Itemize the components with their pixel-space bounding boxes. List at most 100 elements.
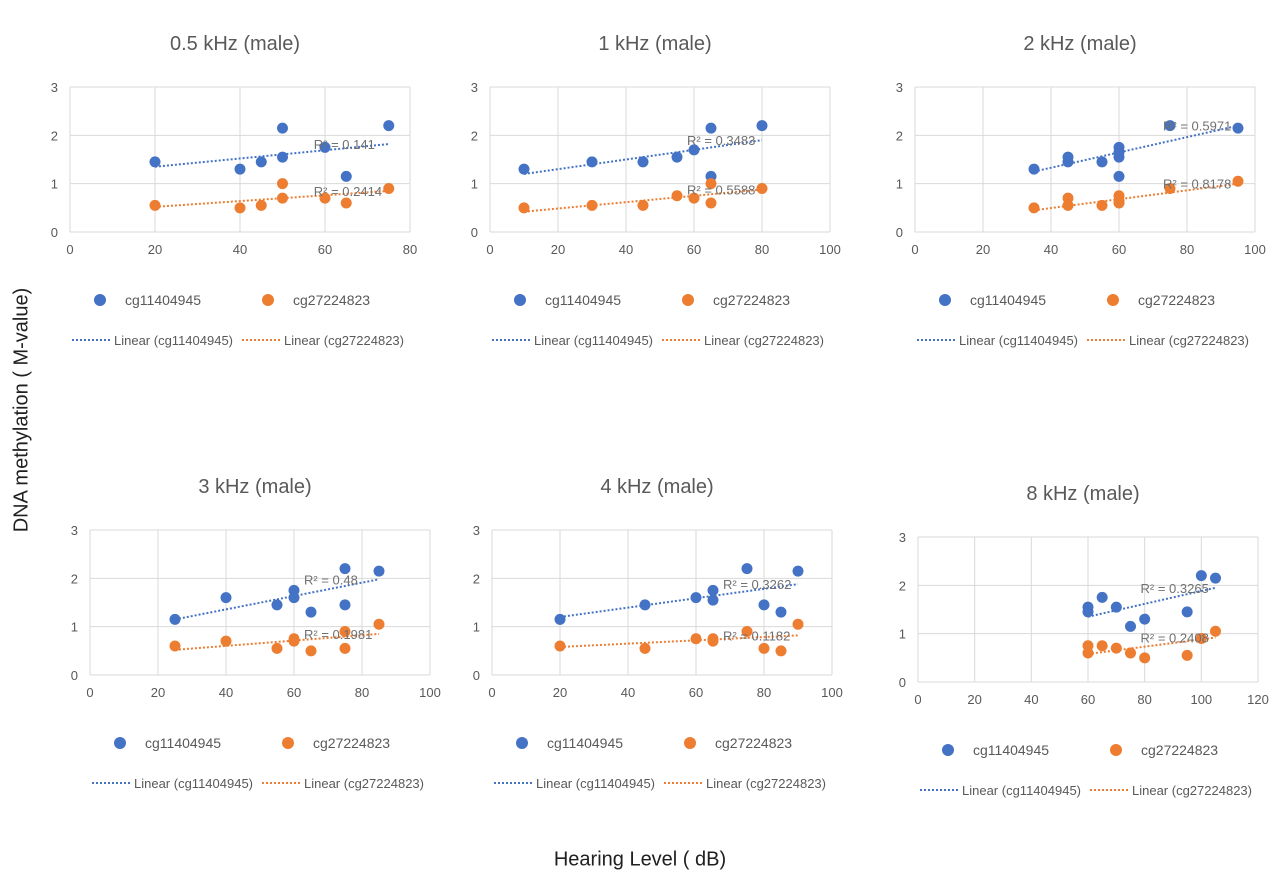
chart-title: 3 kHz (male)	[198, 476, 311, 498]
legend-trend-label-2: Linear (cg27224823)	[1132, 783, 1252, 798]
legend-label-series1: cg11404945	[145, 735, 221, 751]
r-squared-label: R² = 0.8178	[1163, 177, 1231, 192]
y-tick-label: 0	[471, 225, 478, 240]
legend-label-series2: cg27224823	[715, 735, 792, 751]
x-tick-label: 100	[1244, 242, 1266, 257]
chart-title: 4 kHz (male)	[600, 476, 713, 498]
data-point-cg11404945	[234, 163, 246, 175]
legend-marker-series1	[516, 737, 528, 749]
data-point-cg11404945	[340, 170, 352, 182]
data-point-cg27224823	[688, 192, 700, 204]
chart-panel-3: 3 kHz (male) 0 1 2 3 0 20 40 60 80 100 R² = 0.48 R² …	[30, 448, 450, 828]
trendline-cg11404945	[1087, 586, 1216, 618]
y-tick-label: 0	[71, 668, 78, 683]
data-point-cg27224823	[705, 178, 717, 190]
r-squared-label: R² = 0.3483	[687, 133, 755, 148]
data-point-cg27224823	[671, 190, 683, 202]
legend-trend-label-1: Linear (cg11404945)	[534, 333, 653, 348]
y-tick-label: 2	[473, 571, 480, 586]
legend-trend-label-1: Linear (cg11404945)	[962, 783, 1081, 798]
data-point-cg27224823	[1195, 633, 1207, 644]
data-point-cg11404945	[339, 563, 351, 575]
legend-label-series1: cg11404945	[547, 735, 623, 751]
y-tick-label: 1	[473, 620, 480, 635]
data-point-cg11404945	[383, 120, 395, 132]
data-point-cg11404945	[775, 606, 787, 618]
data-point-cg11404945	[1113, 170, 1125, 182]
x-tick-label: 40	[233, 242, 247, 257]
legend-marker-series1	[942, 744, 954, 756]
chart-svg: 2 kHz (male) 0 1 2 3 0 20 40 60 80 100 R² = 0.5971 R…	[896, 33, 1266, 348]
data-point-cg27224823	[339, 642, 351, 654]
data-point-cg27224823	[1164, 183, 1176, 194]
data-point-cg11404945	[554, 613, 566, 625]
data-point-cg27224823	[1028, 202, 1040, 214]
r-squared-label: R² = 0.2408	[1141, 631, 1209, 646]
y-tick-label: 3	[896, 80, 903, 95]
legend-label-series2: cg27224823	[313, 735, 390, 751]
x-tick-label: 20	[151, 685, 165, 700]
x-axis-label: Hearing Level ( dB)	[553, 848, 727, 871]
x-tick-label: 40	[1024, 692, 1038, 707]
y-tick-label: 2	[71, 571, 78, 586]
data-point-cg27224823	[639, 642, 651, 654]
x-tick-label: 100	[1190, 692, 1212, 707]
y-tick-label: 1	[471, 177, 478, 192]
legend-trend-label-2: Linear (cg27224823)	[284, 333, 404, 348]
chart-panel-0: 0.5 kHz (male) 0 1 2 3 0 20 40 60 80 R² = 0.141 R² …	[10, 5, 430, 385]
data-point-cg27224823	[1113, 197, 1125, 209]
x-tick-label: 40	[621, 685, 635, 700]
x-tick-label: 80	[1180, 242, 1194, 257]
data-point-cg27224823	[305, 645, 317, 657]
data-point-cg27224823	[1125, 647, 1136, 659]
chart-svg: 4 kHz (male) 0 1 2 3 0 20 40 60 80 100 R² = 0.3262 R…	[473, 476, 843, 791]
data-point-cg11404945	[1139, 613, 1151, 625]
x-tick-label: 60	[318, 242, 332, 257]
data-point-cg27224823	[637, 199, 649, 211]
x-tick-label: 60	[689, 685, 703, 700]
x-tick-label: 80	[755, 242, 769, 257]
data-point-cg27224823	[271, 642, 283, 654]
y-tick-label: 3	[899, 530, 906, 545]
data-point-cg27224823	[383, 183, 395, 194]
data-point-cg11404945	[586, 156, 598, 168]
y-tick-label: 0	[899, 675, 906, 690]
legend-trend-label-2: Linear (cg27224823)	[704, 333, 824, 348]
x-tick-label: 80	[355, 685, 369, 700]
x-tick-label: 40	[1044, 242, 1058, 257]
y-tick-label: 1	[51, 177, 58, 192]
data-point-cg27224823	[707, 635, 719, 647]
legend-marker-series2	[262, 294, 274, 306]
data-point-cg27224823	[1096, 640, 1108, 652]
data-point-cg11404945	[639, 599, 651, 611]
x-tick-label: 20	[976, 242, 990, 257]
data-point-cg11404945	[518, 163, 530, 175]
legend-marker-series1	[939, 294, 951, 306]
y-tick-label: 2	[896, 128, 903, 143]
chart-title: 0.5 kHz (male)	[170, 33, 300, 55]
chart-panel-5: 8 kHz (male) 0 1 2 3 0 20 40 60 80 100 120 R² = 0.32…	[858, 455, 1278, 835]
legend-trend-label-2: Linear (cg27224823)	[1129, 333, 1249, 348]
data-point-cg11404945	[1113, 151, 1125, 163]
data-point-cg27224823	[169, 640, 181, 652]
legend-label-series2: cg27224823	[1141, 742, 1218, 758]
chart-svg: 1 kHz (male) 0 1 2 3 0 20 40 60 80 100 R² = 0.3483 R…	[471, 33, 841, 348]
r-squared-label: R² = 0.3262	[723, 577, 791, 592]
chart-title: 1 kHz (male)	[598, 33, 711, 55]
data-point-cg11404945	[271, 599, 283, 611]
x-tick-label: 0	[911, 242, 918, 257]
data-point-cg11404945	[319, 141, 331, 153]
x-tick-label: 100	[821, 685, 843, 700]
x-tick-label: 20	[553, 685, 567, 700]
data-point-cg27224823	[1082, 647, 1094, 659]
data-point-cg27224823	[1210, 625, 1221, 637]
data-point-cg11404945	[1181, 606, 1193, 618]
data-point-cg27224823	[1062, 199, 1074, 211]
r-squared-label: R² = 0.5971	[1163, 119, 1231, 134]
r-squared-label: R² = 0.1182	[723, 628, 790, 643]
legend-marker-series2	[1110, 744, 1122, 756]
x-tick-label: 0	[86, 685, 93, 700]
y-tick-label: 2	[51, 128, 58, 143]
data-point-cg27224823	[1232, 175, 1244, 187]
legend-marker-series1	[94, 294, 106, 306]
